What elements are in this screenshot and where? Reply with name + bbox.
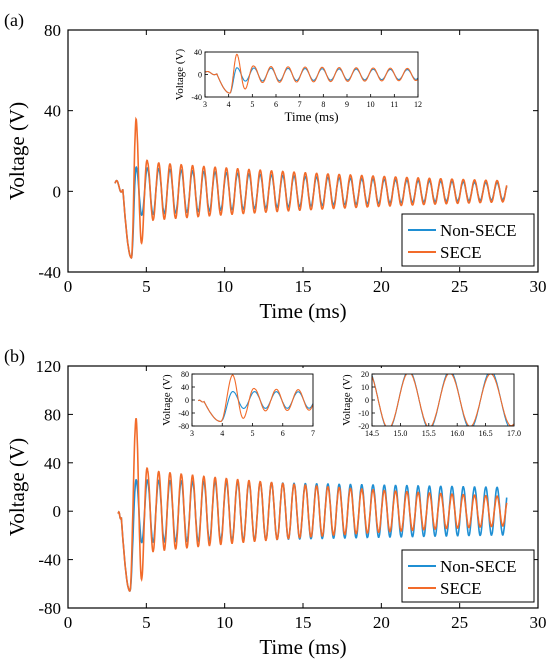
inset-series-line-sece bbox=[372, 374, 514, 426]
legend-box bbox=[401, 213, 535, 267]
inset-x-tick-label: 14.5 bbox=[365, 429, 379, 438]
x-tick-label: 25 bbox=[451, 613, 468, 632]
inset-x-tick-label: 11 bbox=[390, 100, 398, 109]
x-tick-label: 15 bbox=[295, 613, 312, 632]
inset-x-tick-label: 3 bbox=[203, 100, 207, 109]
x-tick-label: 0 bbox=[64, 277, 73, 296]
x-tick-label: 20 bbox=[373, 277, 390, 296]
x-tick-label: 25 bbox=[451, 277, 468, 296]
inset-x-axis-title: Time (ms) bbox=[284, 109, 338, 124]
inset-y-axis-title: Voltage (V) bbox=[174, 48, 186, 100]
inset-background bbox=[338, 368, 524, 444]
y-tick-label: -80 bbox=[38, 599, 61, 618]
y-tick-label: -40 bbox=[38, 263, 61, 282]
inset-y-tick-label: 20 bbox=[361, 370, 369, 379]
inset-y-tick-label: 40 bbox=[181, 383, 189, 392]
y-tick-label: 120 bbox=[36, 357, 62, 376]
inset-y-tick-label: 10 bbox=[361, 383, 369, 392]
inset-x-tick-label: 10 bbox=[367, 100, 375, 109]
legend-label: Non-SECE bbox=[440, 221, 517, 240]
x-tick-label: 10 bbox=[216, 613, 233, 632]
x-tick-label: 5 bbox=[142, 277, 151, 296]
y-tick-label: 0 bbox=[53, 502, 62, 521]
series-line-sece bbox=[114, 116, 508, 260]
x-tick-label: 30 bbox=[530, 613, 547, 632]
inset-x-tick-label: 12 bbox=[414, 100, 422, 109]
inset-x-tick-label: 6 bbox=[274, 100, 278, 109]
inset-x-tick-label: 5 bbox=[250, 100, 254, 109]
panel-label: (b) bbox=[4, 346, 25, 367]
inset-y-tick-label: -80 bbox=[178, 422, 189, 431]
x-tick-label: 5 bbox=[142, 613, 151, 632]
inset-y-tick-label: 0 bbox=[185, 396, 189, 405]
y-tick-label: -40 bbox=[38, 551, 61, 570]
inset-y-axis-title: Voltage (V) bbox=[341, 374, 353, 426]
inset-y-tick-label: 80 bbox=[181, 370, 189, 379]
x-axis-title: Time (ms) bbox=[259, 299, 346, 323]
inset-y-tick-label: -10 bbox=[358, 409, 369, 418]
inset-x-tick-label: 4 bbox=[227, 100, 231, 109]
inset-x-tick-label: 8 bbox=[321, 100, 325, 109]
inset-chart-a-1: 3 4 5 6 7 8 9 10 11 12 -40 0 40 Time (ms) Voltage (V) bbox=[171, 46, 428, 131]
y-tick-label: 80 bbox=[44, 405, 61, 424]
inset-y-tick-label: 0 bbox=[198, 71, 202, 80]
legend-label: SECE bbox=[440, 243, 482, 262]
series-line-sece bbox=[117, 418, 508, 592]
inset-x-tick-label: 15.5 bbox=[422, 429, 436, 438]
panel-label: (a) bbox=[4, 10, 24, 31]
inset-y-tick-label: 0 bbox=[365, 396, 369, 405]
inset-series-line-sece bbox=[197, 374, 313, 422]
inset-chart-b-1: 3 4 5 6 7 -80 -40 0 40 80 Voltage (V) bbox=[158, 368, 323, 444]
inset-x-tick-label: 17.0 bbox=[507, 429, 521, 438]
x-tick-label: 20 bbox=[373, 613, 390, 632]
legend: Non-SECE SECE bbox=[401, 213, 535, 267]
inset-x-tick-label: 4 bbox=[220, 429, 224, 438]
y-tick-label: 80 bbox=[44, 21, 61, 40]
y-tick-label: 40 bbox=[44, 454, 61, 473]
inset-x-tick-label: 3 bbox=[190, 429, 194, 438]
inset-x-tick-label: 15.0 bbox=[393, 429, 407, 438]
x-tick-label: 15 bbox=[295, 277, 312, 296]
inset-y-tick-label: -40 bbox=[191, 93, 202, 102]
inset-x-tick-label: 16.5 bbox=[479, 429, 493, 438]
inset-series-line-sece bbox=[205, 53, 418, 94]
legend-label: SECE bbox=[440, 579, 482, 598]
inset-x-tick-label: 9 bbox=[345, 100, 349, 109]
inset-x-tick-label: 6 bbox=[281, 429, 285, 438]
y-axis-title: Voltage (V) bbox=[5, 438, 29, 536]
y-axis-title: Voltage (V) bbox=[5, 102, 29, 200]
legend: Non-SECE SECE bbox=[401, 549, 535, 603]
inset-chart-b-2: 14.5 15.0 15.5 16.0 16.5 17.0 -20 -10 0 10 20 Volta… bbox=[338, 368, 524, 444]
inset-y-tick-label: -20 bbox=[358, 422, 369, 431]
y-tick-label: 40 bbox=[44, 102, 61, 121]
legend-box bbox=[401, 549, 535, 603]
inset-x-tick-label: 5 bbox=[251, 429, 255, 438]
inset-x-tick-label: 16.0 bbox=[450, 429, 464, 438]
inset-y-axis-title: Voltage (V) bbox=[161, 374, 173, 426]
x-tick-label: 10 bbox=[216, 277, 233, 296]
y-tick-label: 0 bbox=[53, 182, 62, 201]
x-axis-title: Time (ms) bbox=[259, 635, 346, 659]
x-tick-label: 0 bbox=[64, 613, 73, 632]
inset-x-tick-label: 7 bbox=[298, 100, 302, 109]
inset-background bbox=[171, 46, 428, 131]
x-tick-label: 30 bbox=[530, 277, 547, 296]
inset-y-tick-label: 40 bbox=[194, 48, 202, 57]
inset-y-tick-label: -40 bbox=[178, 409, 189, 418]
legend-label: Non-SECE bbox=[440, 557, 517, 576]
inset-x-tick-label: 7 bbox=[311, 429, 315, 438]
